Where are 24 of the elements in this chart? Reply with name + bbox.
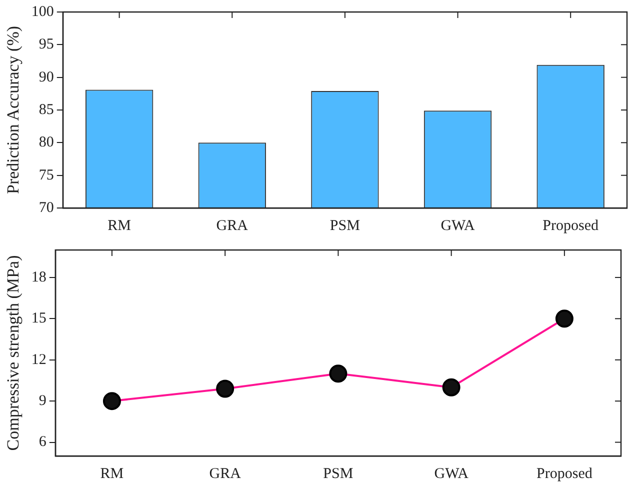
y-tick-label: 100 <box>31 4 54 20</box>
x-tick-label: GWA <box>440 218 476 234</box>
y-tick-label: 18 <box>31 269 46 286</box>
y-tick-label: 85 <box>38 102 54 118</box>
y-tick-label: 15 <box>31 310 46 327</box>
x-tick-label: RM <box>100 466 124 482</box>
y-tick-label: 6 <box>38 434 47 450</box>
x-tick-label: Proposed <box>536 466 593 482</box>
y-tick-label: 12 <box>31 352 46 368</box>
y-tick-label: 75 <box>38 167 54 184</box>
y-tick-label: 9 <box>38 393 46 410</box>
y-tick-label: 70 <box>38 200 54 216</box>
y-tick-label: 80 <box>38 134 54 151</box>
y-tick-label: 95 <box>38 36 54 53</box>
y-axis-title: Prediction Accuracy (%) <box>4 26 23 194</box>
x-tick-label: GRA <box>209 466 242 482</box>
y-tick-label: 90 <box>38 69 54 86</box>
x-tick-label: PSM <box>323 466 354 482</box>
x-tick-label: Proposed <box>542 218 599 234</box>
x-tick-label: GWA <box>434 466 469 482</box>
x-tick-label: RM <box>108 218 131 234</box>
x-tick-label: PSM <box>330 218 360 234</box>
y-axis-title: Compressive strength (MPa) <box>4 255 23 451</box>
x-tick-label: GRA <box>216 218 248 234</box>
